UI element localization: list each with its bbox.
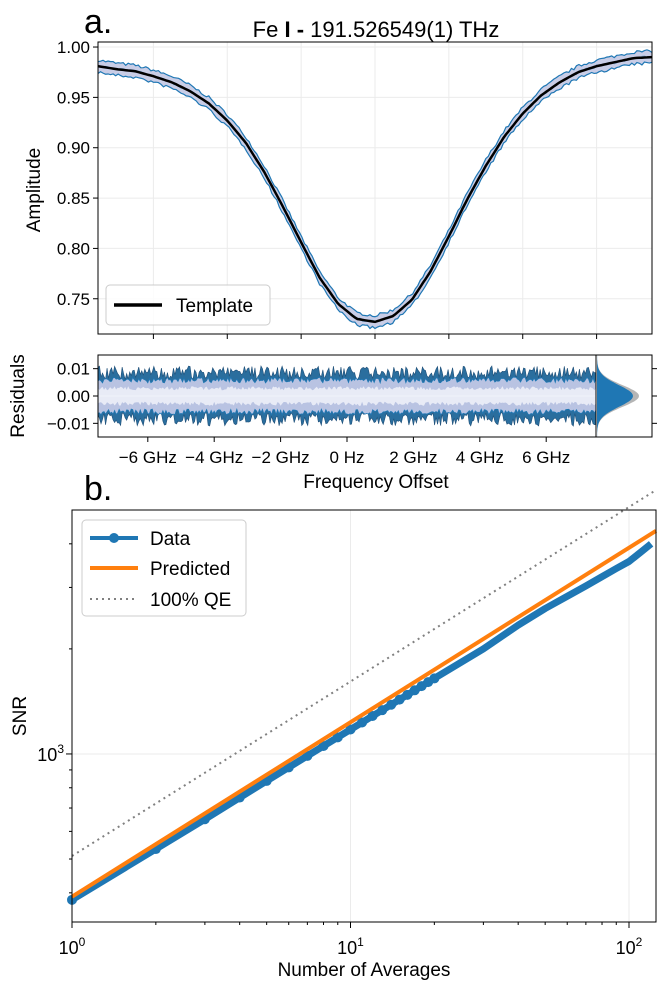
spectrum-ytick-label: 0.90 xyxy=(57,139,90,158)
residuals-xtick-label: −6 GHz xyxy=(119,448,177,467)
panel-b-letter: b. xyxy=(84,470,112,508)
snr-xtick-label: 102 xyxy=(616,935,643,958)
spectrum-y-ticks: 0.75 0.80 0.85 0.90 0.95 1.00 xyxy=(57,38,98,309)
residuals-xtick-label: 0 Hz xyxy=(330,448,365,467)
data-marker xyxy=(302,750,313,761)
residuals-ytick-label: −0.01 xyxy=(47,414,90,433)
spectrum-ytick-label: 0.80 xyxy=(57,239,90,258)
qe-line xyxy=(71,489,657,857)
data-marker xyxy=(357,717,368,728)
residuals-xtick-label: −4 GHz xyxy=(185,448,243,467)
residuals-xlabel: Frequency Offset xyxy=(303,472,449,493)
data-marker xyxy=(377,705,388,716)
spectrum-ylabel: Amplitude xyxy=(24,148,45,233)
spectrum-ytick-label: 1.00 xyxy=(57,38,90,57)
snr-ytick-label: 103 xyxy=(37,742,64,765)
data-marker xyxy=(394,694,405,705)
data-marker xyxy=(283,762,294,773)
data-marker xyxy=(318,740,329,751)
spectrum-legend-template-label: Template xyxy=(176,296,253,317)
snr-ylabel: SNR xyxy=(10,696,31,736)
residuals-ytick-label: 0.00 xyxy=(57,387,90,406)
snr-legend-data-marker xyxy=(109,533,119,543)
spectrum-title: Fe I - 191.526549(1) THz xyxy=(253,17,500,42)
snr-legend-predicted-label: Predicted xyxy=(150,559,230,580)
snr-axes-frame xyxy=(71,509,657,923)
residuals-xtick-label: 6 GHz xyxy=(522,448,570,467)
spectrum-x-ticks xyxy=(152,334,598,339)
snr-xlabel: Number of Averages xyxy=(278,960,451,981)
spectrum-ytick-label: 0.85 xyxy=(57,189,90,208)
snr-y-ticks: 103 xyxy=(37,543,72,894)
predicted-line xyxy=(70,529,658,899)
data-marker xyxy=(429,673,440,684)
data-marker xyxy=(386,699,397,710)
spectrum-band-upper xyxy=(97,49,653,318)
spectrum-band-fill xyxy=(98,49,652,329)
residuals-ytick-label: 0.01 xyxy=(57,360,90,379)
snr-xtick-label: 101 xyxy=(337,935,364,958)
residuals-ylabel: Residuals xyxy=(8,354,29,437)
spectrum-panel: a. Fe I - 191.526549(1) THz 0.75 0.80 0.85… xyxy=(24,3,653,339)
data-marker xyxy=(332,732,343,743)
data-marker xyxy=(367,710,378,721)
spectrum-ytick-label: 0.75 xyxy=(57,290,90,309)
histogram-bars xyxy=(597,355,633,437)
snr-legend-box xyxy=(81,519,247,617)
panel-a-letter: a. xyxy=(84,3,112,41)
template-line xyxy=(97,55,653,324)
residuals-histogram xyxy=(597,355,639,437)
data-marker xyxy=(402,689,413,700)
snr-x-ticks: 100 101 102 xyxy=(59,922,643,958)
spectrum-legend-box xyxy=(105,284,271,326)
residuals-xtick-label: 2 GHz xyxy=(389,448,437,467)
residuals-y-ticks: −0.01 0.00 0.01 xyxy=(47,360,657,433)
data-marker xyxy=(345,724,356,735)
spectrum-legend: Template xyxy=(105,284,271,326)
spectrum-band-lower xyxy=(97,61,653,330)
residuals-inner-band xyxy=(98,386,596,406)
spectrum-ytick-label: 0.95 xyxy=(57,88,90,107)
snr-panel: b. 100 101 102 103 Number of Averages SNR … xyxy=(10,470,658,981)
residuals-xtick-label: −2 GHz xyxy=(252,448,310,467)
spectrum-grid xyxy=(98,42,652,334)
snr-legend-data-label: Data xyxy=(150,529,191,550)
snr-xtick-label: 100 xyxy=(59,935,86,958)
snr-legend: Data Predicted 100% QE xyxy=(81,519,247,617)
residuals-xtick-label: 4 GHz xyxy=(456,448,504,467)
residuals-panel: −0.01 0.00 0.01 −6 GHz −4 GHz −2 GHz 0 Hz 2 GH… xyxy=(8,354,657,493)
snr-legend-qe-label: 100% QE xyxy=(150,590,231,611)
residuals-x-ticks: −6 GHz −4 GHz −2 GHz 0 Hz 2 GHz 4 GHz 6 GHz xyxy=(119,437,570,467)
